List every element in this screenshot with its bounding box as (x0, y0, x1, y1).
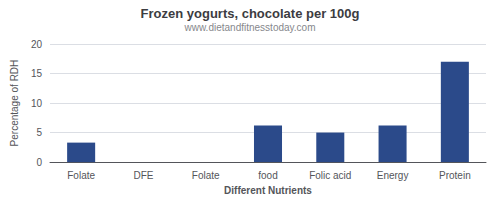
svg-text:Percentage of RDH: Percentage of RDH (9, 60, 20, 147)
svg-text:Folic acid: Folic acid (309, 170, 351, 181)
svg-text:www.dietandfitnesstoday.com: www.dietandfitnesstoday.com (184, 22, 316, 33)
svg-text:20: 20 (31, 39, 43, 50)
svg-text:Folate: Folate (67, 170, 95, 181)
svg-text:food: food (258, 170, 277, 181)
svg-text:DFE: DFE (133, 170, 153, 181)
svg-text:0: 0 (36, 157, 42, 168)
svg-text:Different Nutrients: Different Nutrients (224, 185, 312, 196)
svg-text:Protein: Protein (439, 170, 471, 181)
svg-text:Energy: Energy (377, 170, 409, 181)
svg-text:Frozen yogurts, chocolate per: Frozen yogurts, chocolate per 100g (141, 6, 360, 21)
svg-text:Folate: Folate (192, 170, 220, 181)
svg-text:10: 10 (31, 98, 43, 109)
svg-text:15: 15 (31, 68, 43, 79)
svg-text:5: 5 (36, 127, 42, 138)
